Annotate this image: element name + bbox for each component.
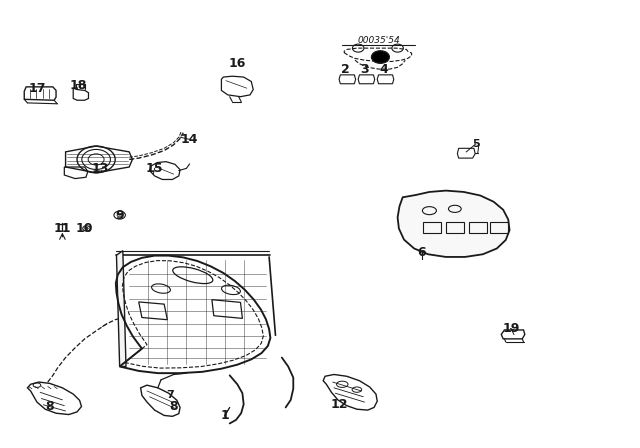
- Polygon shape: [116, 251, 126, 366]
- Text: 4: 4: [380, 63, 388, 76]
- Text: 2: 2: [341, 63, 350, 76]
- Text: 13: 13: [92, 162, 109, 175]
- Text: 1: 1: [220, 409, 229, 422]
- Text: 8: 8: [170, 400, 178, 413]
- Ellipse shape: [371, 51, 389, 63]
- Ellipse shape: [85, 227, 88, 229]
- Text: 7: 7: [166, 390, 175, 401]
- Text: 18: 18: [70, 78, 87, 91]
- Text: 5: 5: [472, 139, 479, 149]
- Text: 3: 3: [360, 63, 369, 76]
- Text: 9: 9: [115, 209, 124, 222]
- Text: 19: 19: [502, 322, 520, 335]
- Text: 6: 6: [417, 246, 426, 259]
- Text: 14: 14: [181, 133, 198, 146]
- Text: 16: 16: [228, 57, 246, 70]
- Text: 10: 10: [76, 222, 93, 235]
- Text: 15: 15: [146, 162, 163, 175]
- Text: 17: 17: [28, 82, 45, 95]
- Text: 12: 12: [330, 398, 348, 411]
- Text: 00035'54: 00035'54: [357, 36, 400, 45]
- Text: 8: 8: [45, 400, 54, 413]
- Polygon shape: [397, 190, 509, 257]
- Text: 11: 11: [54, 222, 71, 235]
